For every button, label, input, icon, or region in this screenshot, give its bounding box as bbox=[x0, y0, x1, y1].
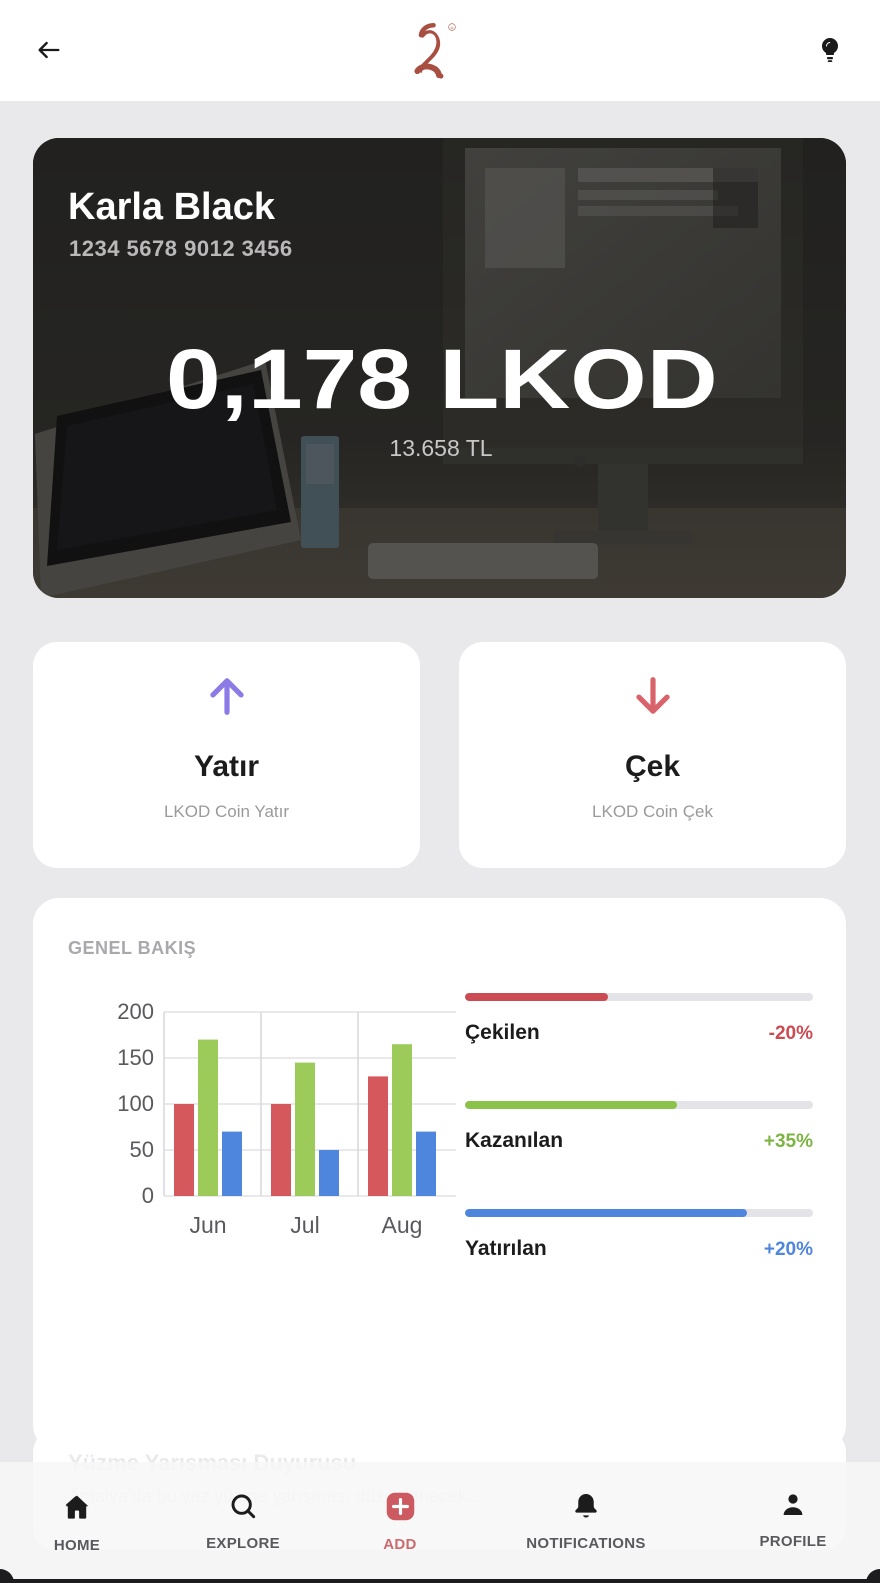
svg-text:150: 150 bbox=[117, 1045, 154, 1070]
svg-text:Jul: Jul bbox=[290, 1212, 319, 1238]
svg-text:50: 50 bbox=[130, 1137, 154, 1162]
svg-text:100: 100 bbox=[117, 1091, 154, 1116]
svg-text:200: 200 bbox=[117, 999, 154, 1024]
svg-text:Aug: Aug bbox=[382, 1212, 423, 1238]
svg-text:®: ® bbox=[451, 25, 454, 30]
svg-text:Jun: Jun bbox=[189, 1212, 226, 1238]
svg-text:0: 0 bbox=[142, 1183, 154, 1208]
